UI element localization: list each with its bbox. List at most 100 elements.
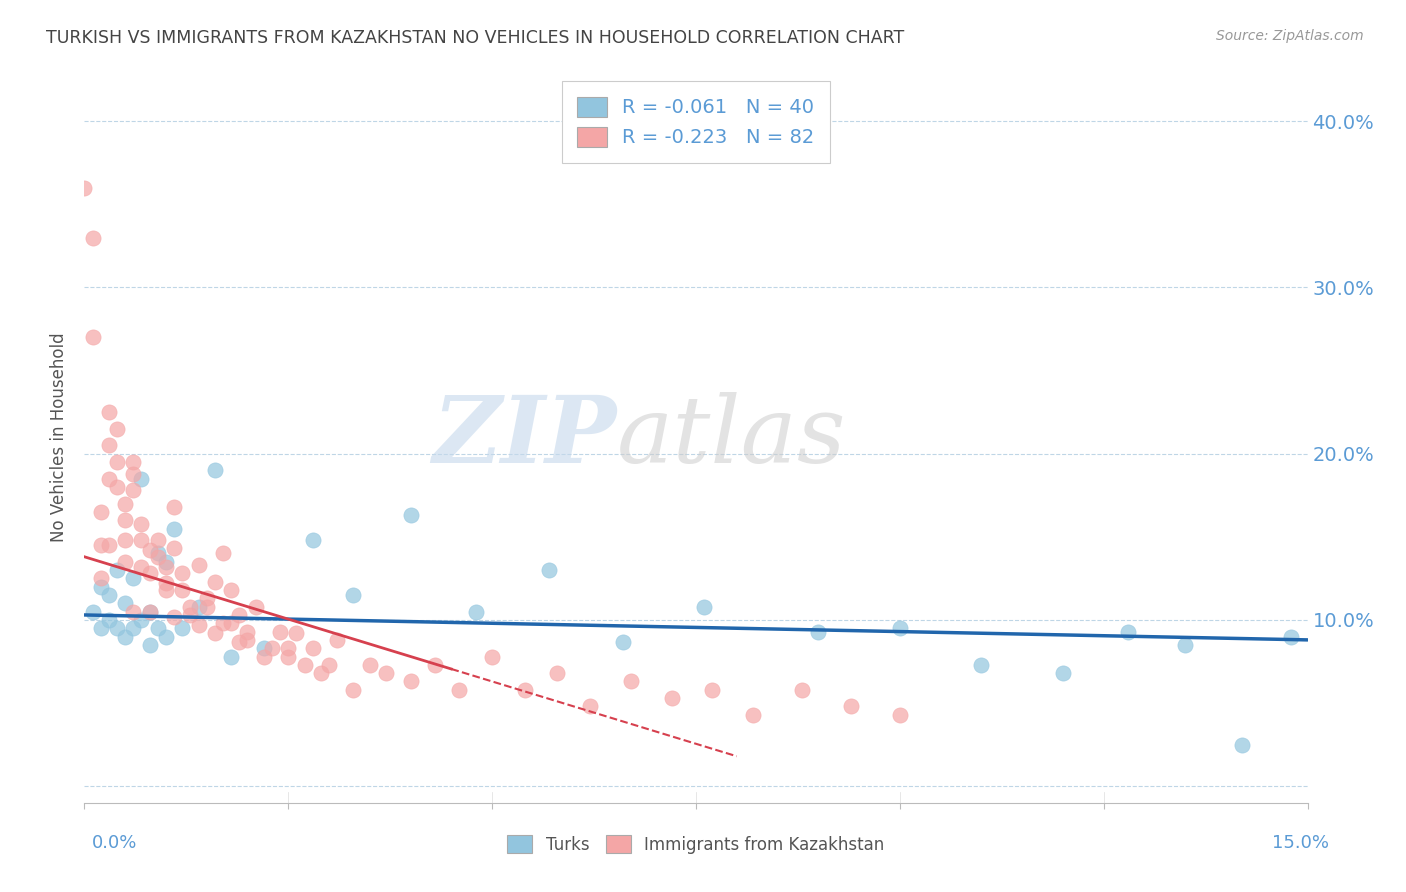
Point [219, 649, 242, 664]
Point [889, 707, 911, 722]
Point [97, 538, 120, 552]
Point [163, 541, 186, 556]
Point [253, 649, 276, 664]
Point [131, 613, 153, 627]
Point [131, 533, 153, 548]
Point [105, 480, 128, 494]
Point [172, 621, 194, 635]
Point [359, 657, 381, 672]
Text: atlas: atlas [616, 392, 846, 482]
Point [114, 596, 136, 610]
Point [138, 543, 160, 558]
Point [97, 613, 120, 627]
Point [105, 455, 128, 469]
Point [114, 497, 136, 511]
Point [1174, 638, 1197, 652]
Point [163, 609, 186, 624]
Point [318, 657, 340, 672]
Point [236, 624, 259, 639]
Point [146, 621, 169, 635]
Point [309, 666, 332, 681]
Point [97, 438, 120, 452]
Text: Source: ZipAtlas.com: Source: ZipAtlas.com [1216, 29, 1364, 43]
Point [204, 463, 226, 477]
Point [179, 599, 201, 614]
Point [301, 641, 323, 656]
Point [1232, 738, 1254, 752]
Point [375, 666, 398, 681]
Point [187, 558, 209, 573]
Point [131, 472, 153, 486]
Point [105, 563, 128, 577]
Point [693, 599, 716, 614]
Point [219, 616, 242, 631]
Point [114, 533, 136, 548]
Point [82, 605, 104, 619]
Point [90, 571, 112, 585]
Point [1116, 624, 1139, 639]
Point [253, 641, 276, 656]
Point [90, 621, 112, 635]
Point [269, 624, 291, 639]
Point [105, 621, 128, 635]
Point [245, 599, 267, 614]
Point [219, 582, 242, 597]
Point [228, 634, 250, 648]
Point [172, 582, 194, 597]
Text: 15.0%: 15.0% [1271, 834, 1329, 852]
Point [138, 605, 160, 619]
Point [131, 516, 153, 531]
Point [187, 599, 209, 614]
Point [661, 691, 683, 706]
Point [163, 500, 186, 514]
Point [163, 521, 186, 535]
Point [889, 621, 911, 635]
Point [114, 630, 136, 644]
Text: TURKISH VS IMMIGRANTS FROM KAZAKHSTAN NO VEHICLES IN HOUSEHOLD CORRELATION CHART: TURKISH VS IMMIGRANTS FROM KAZAKHSTAN NO… [46, 29, 904, 46]
Point [146, 533, 169, 548]
Point [138, 638, 160, 652]
Point [260, 641, 283, 656]
Point [294, 657, 316, 672]
Legend: Turks, Immigrants from Kazakhstan: Turks, Immigrants from Kazakhstan [501, 829, 891, 860]
Point [579, 699, 602, 714]
Point [195, 591, 218, 606]
Point [138, 566, 160, 581]
Point [464, 605, 486, 619]
Point [90, 538, 112, 552]
Point [82, 230, 104, 244]
Text: 0.0%: 0.0% [91, 834, 136, 852]
Point [212, 616, 235, 631]
Point [423, 657, 446, 672]
Point [612, 634, 634, 648]
Point [342, 682, 364, 697]
Point [146, 549, 169, 564]
Point [546, 666, 568, 681]
Point [114, 513, 136, 527]
Point [212, 546, 235, 560]
Point [1279, 630, 1302, 644]
Point [399, 508, 422, 523]
Point [90, 580, 112, 594]
Point [122, 571, 145, 585]
Point [122, 621, 145, 635]
Point [1052, 666, 1074, 681]
Point [702, 682, 724, 697]
Point [277, 641, 299, 656]
Point [97, 588, 120, 602]
Point [187, 618, 209, 632]
Point [146, 546, 169, 560]
Point [155, 582, 177, 597]
Point [204, 574, 226, 589]
Point [122, 483, 145, 498]
Point [481, 649, 503, 664]
Point [114, 555, 136, 569]
Point [155, 576, 177, 591]
Point [513, 682, 536, 697]
Point [538, 563, 561, 577]
Point [172, 566, 194, 581]
Point [122, 455, 145, 469]
Point [82, 330, 104, 344]
Point [195, 599, 218, 614]
Y-axis label: No Vehicles in Household: No Vehicles in Household [51, 332, 69, 542]
